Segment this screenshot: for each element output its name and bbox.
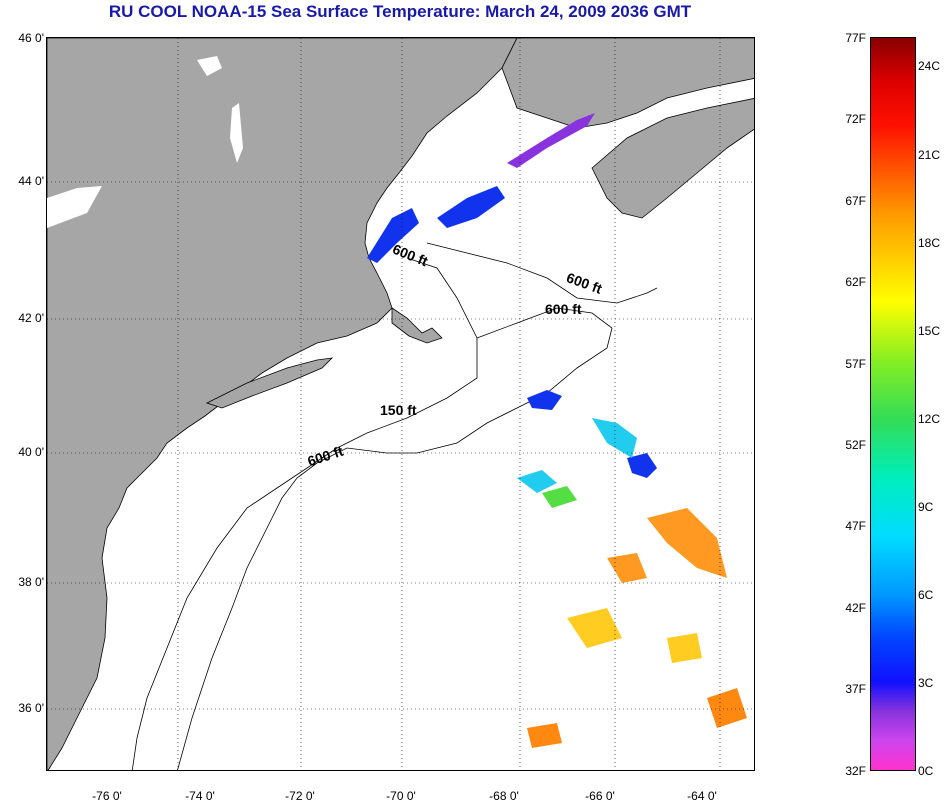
colorbar-f-label: 52F — [845, 438, 866, 452]
sst-patch-yellow — [567, 608, 622, 648]
contour-label: 600 ft — [545, 301, 582, 317]
map-title: RU COOL NOAA-15 Sea Surface Temperature:… — [108, 2, 692, 21]
contour-label: 150 ft — [380, 402, 417, 418]
lat-label: 46 0' — [18, 31, 44, 45]
sst-map[interactable] — [46, 37, 755, 771]
sst-patch-orange — [607, 553, 647, 583]
lat-label: 44 0' — [18, 174, 44, 188]
colorbar-c-label: 3C — [918, 676, 934, 690]
land-canada-north — [501, 38, 754, 129]
sst-patch-purple — [507, 113, 595, 168]
colorbar-c-label: 0C — [918, 764, 934, 778]
colorbar-f-label: 62F — [845, 275, 866, 289]
colorbar-c-label: 6C — [918, 588, 934, 602]
sst-patch-orange — [527, 723, 562, 748]
sst-patch-cyan — [517, 470, 557, 493]
sst-patch-cyan — [592, 418, 637, 458]
lat-label: 42 0' — [18, 311, 44, 325]
colorbar-c-label: 15C — [918, 324, 941, 338]
colorbar-f-label: 42F — [845, 601, 866, 615]
sst-patch-blue — [527, 390, 562, 410]
colorbar-c-label: 12C — [918, 412, 941, 426]
sst-patch-green — [542, 486, 577, 508]
lon-label: -68 0' — [489, 789, 519, 803]
colorbar-f-label: 67F — [845, 194, 866, 208]
contour-line — [426, 242, 658, 304]
contour-line — [131, 257, 478, 770]
sst-patch-blue — [367, 208, 419, 263]
lake-shape — [230, 103, 243, 163]
colorbar-f-label: 32F — [845, 764, 866, 778]
sst-patch-blue — [627, 453, 657, 478]
lat-label: 38 0' — [18, 575, 44, 589]
sst-patch-blue — [437, 186, 505, 228]
land-cape-cod — [391, 307, 443, 344]
colorbar-c-label: 24C — [918, 59, 941, 73]
lat-label: 40 0' — [18, 445, 44, 459]
lon-label: -66 0' — [585, 789, 615, 803]
lon-label: -70 0' — [386, 789, 416, 803]
land-mainland — [47, 38, 518, 770]
lake-shape — [197, 56, 222, 76]
temperature-colorbar — [870, 37, 916, 771]
sst-patch-yellow — [667, 633, 702, 663]
lon-label: -64 0' — [687, 789, 717, 803]
contour-line — [177, 447, 417, 770]
colorbar-f-label: 47F — [845, 519, 866, 533]
colorbar-f-label: 57F — [845, 357, 866, 371]
colorbar-c-label: 18C — [918, 236, 941, 250]
colorbar-f-label: 37F — [845, 682, 866, 696]
lon-label: -74 0' — [185, 789, 215, 803]
lon-label: -76 0' — [92, 789, 122, 803]
lake-shape — [47, 186, 102, 228]
colorbar-c-label: 9C — [918, 500, 934, 514]
colorbar-c-label: 21C — [918, 148, 941, 162]
sst-patch-orange — [647, 508, 727, 578]
land-nova-scotia — [591, 97, 754, 219]
lon-label: -72 0' — [285, 789, 315, 803]
colorbar-f-label: 77F — [845, 31, 866, 45]
colorbar-f-label: 72F — [845, 112, 866, 126]
lat-label: 36 0' — [18, 701, 44, 715]
contour-line — [416, 307, 613, 454]
map-canvas — [47, 38, 754, 770]
sst-patch-orange — [707, 688, 747, 728]
